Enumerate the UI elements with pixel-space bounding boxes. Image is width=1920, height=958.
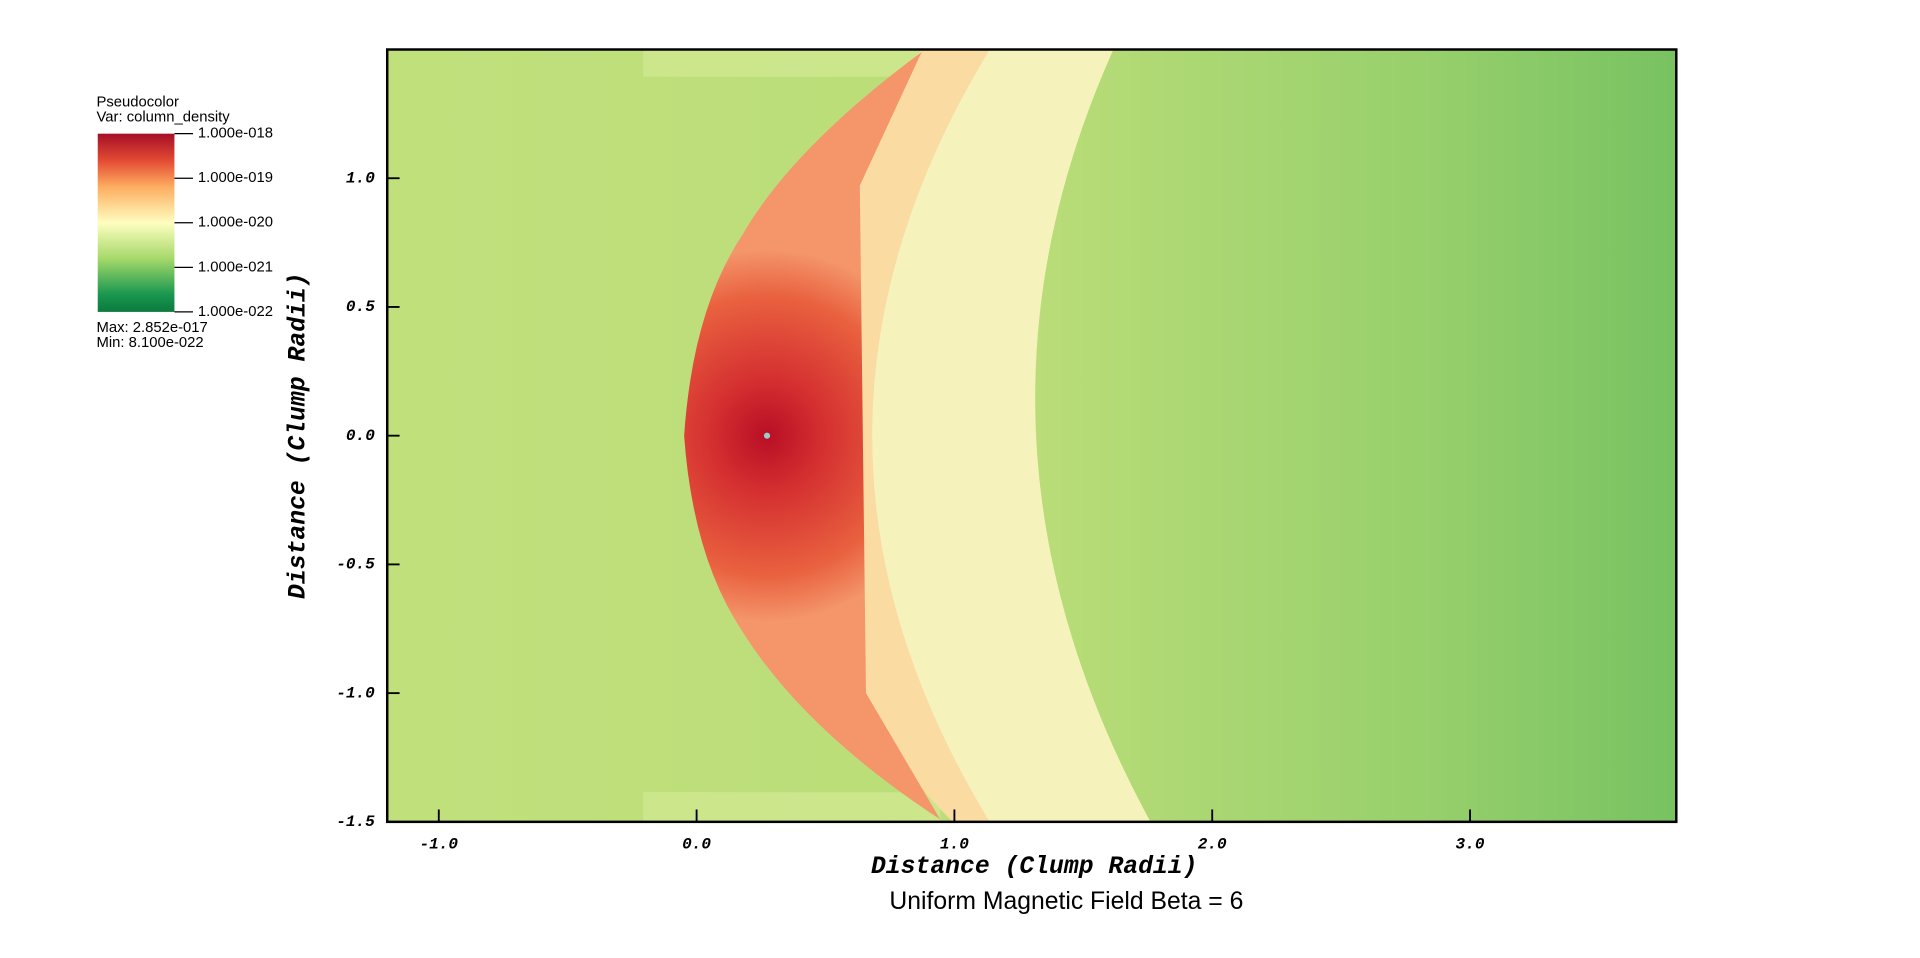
colorbar-tick-label: 1.000e-021 <box>198 259 273 275</box>
y-axis-label: Distance (Clump Radii) <box>285 272 313 599</box>
y-tick-label: -0.5 <box>336 556 375 574</box>
x-axis-label: Distance (Clump Radii) <box>871 853 1197 881</box>
colorbar-tick-label: 1.000e-018 <box>198 126 273 142</box>
chart-title: Uniform Magnetic Field Beta = 6 <box>889 888 1243 915</box>
legend-variable: Var: column_density <box>96 110 230 126</box>
legend-max: Max: 2.852e-017 <box>96 320 207 336</box>
y-tick-label: 0.5 <box>346 298 375 316</box>
y-tick-label: -1.0 <box>336 684 375 702</box>
y-tick-label: 1.0 <box>346 169 375 187</box>
field-band <box>643 49 941 77</box>
colorbar-tick-label: 1.000e-019 <box>198 170 273 186</box>
field-band <box>643 792 941 822</box>
colorbar-tick-label: 1.000e-020 <box>198 215 273 231</box>
x-tick-label: 3.0 <box>1456 835 1485 853</box>
x-tick-label: 0.0 <box>682 835 711 853</box>
clump-core <box>684 51 941 820</box>
clump-center <box>763 432 771 439</box>
y-tick-label: -1.5 <box>336 813 375 831</box>
x-tick-label: 1.0 <box>940 835 969 853</box>
legend-plot-name: Pseudocolor <box>96 95 178 111</box>
y-tick-label: 0.0 <box>346 427 375 445</box>
legend-min: Min: 8.100e-022 <box>96 335 203 351</box>
colorbar <box>97 133 175 312</box>
x-tick-label: 2.0 <box>1198 835 1227 853</box>
colorbar-tick-label: 1.000e-022 <box>198 304 273 320</box>
x-tick-label: -1.0 <box>419 835 458 853</box>
field <box>387 49 1677 822</box>
